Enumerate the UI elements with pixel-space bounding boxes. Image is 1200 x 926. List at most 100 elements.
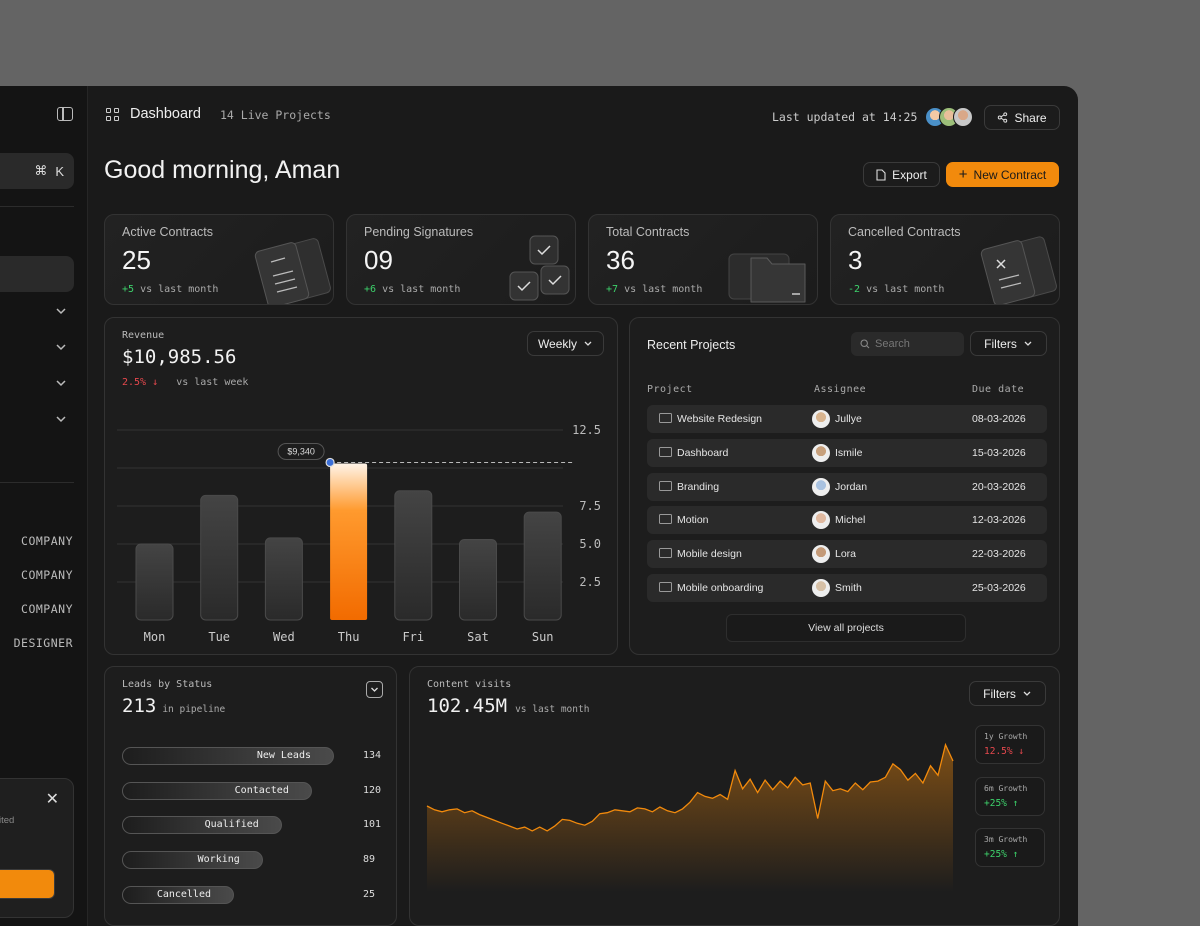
- stat-card-pending[interactable]: Pending Signatures 09 +6 vs last month: [346, 214, 576, 305]
- bar-sun: [523, 511, 562, 621]
- chevron-down-icon: [1023, 691, 1031, 696]
- table-row[interactable]: Branding Jordan 20-03-2026: [647, 472, 1047, 501]
- assignee-name: Lora: [835, 548, 857, 561]
- stat-card-active[interactable]: Active Contracts 25 +5 vs last month: [104, 214, 334, 305]
- divider: [0, 206, 74, 207]
- assignee-name: Jordan: [835, 480, 868, 493]
- chevron-down-icon: [371, 687, 378, 692]
- lead-status-bar: New Leads: [122, 747, 334, 765]
- sidebar: ⌘ K COMPANY COMPANY COMPANY DESIGNER ✕ i…: [0, 86, 88, 926]
- content-visits-total: 102.45M vs last month: [427, 695, 589, 717]
- chevron-down-icon: [1024, 341, 1032, 346]
- stat-change-suffix: vs last month: [624, 284, 703, 295]
- content-filters-button[interactable]: Filters: [969, 681, 1046, 706]
- folder-icon: [659, 582, 672, 592]
- new-contract-button[interactable]: + New Contract: [946, 162, 1059, 187]
- member-role: COMPANY: [21, 534, 73, 548]
- export-button[interactable]: Export: [863, 162, 940, 187]
- growth-label: 1y Growth: [984, 732, 1028, 741]
- popup-action-button[interactable]: [0, 869, 55, 899]
- lead-status-bar: Contacted: [122, 781, 312, 800]
- assignee-name: Smith: [835, 582, 862, 594]
- stat-change-value: +6: [364, 284, 377, 295]
- table-row[interactable]: Motion Michel 12-03-2026: [647, 506, 1047, 535]
- plus-icon: +: [958, 165, 968, 183]
- y-tick-label: 2.5: [579, 575, 601, 589]
- share-label: Share: [1014, 110, 1047, 125]
- tooltip-label: $9,340: [287, 446, 315, 456]
- leads-panel: Leads by Status 213 in pipeline New Leads…: [104, 666, 397, 926]
- content-visits-panel: Content visits 102.45M vs last month Filt…: [409, 666, 1060, 926]
- sidebar-toggle-icon[interactable]: [57, 107, 73, 121]
- filters-label: Filters: [983, 686, 1016, 701]
- live-projects-count: 14 Live Projects: [220, 108, 331, 122]
- column-header-due: Due date: [972, 384, 1025, 395]
- chevron-down-icon[interactable]: [55, 342, 66, 352]
- stat-value: 36: [606, 245, 635, 275]
- table-row[interactable]: Website Redesign Jullye 08-03-2026: [647, 405, 1047, 433]
- chevron-down-icon[interactable]: [55, 306, 66, 316]
- collaborator-avatars[interactable]: [925, 107, 973, 127]
- due-date: 12-03-2026: [972, 514, 1026, 527]
- growth-value: +25% ↑: [984, 849, 1019, 860]
- command-search[interactable]: ⌘ K: [0, 153, 74, 189]
- stat-card-total[interactable]: Total Contracts 36 +7 vs last month: [588, 214, 818, 305]
- bar-thu: [330, 463, 368, 620]
- divider: [0, 482, 74, 483]
- assignee-name: Ismile: [835, 446, 863, 459]
- period-select[interactable]: Weekly: [527, 331, 604, 356]
- tooltip-box: [277, 442, 325, 460]
- table-row[interactable]: Mobile onboarding Smith 25-03-2026: [647, 574, 1047, 602]
- x-tick-label: Sun: [532, 630, 554, 644]
- share-button[interactable]: Share: [984, 105, 1060, 130]
- greeting: Good morning, Aman: [104, 156, 341, 184]
- visits-area: [427, 744, 953, 892]
- export-label: Export: [892, 167, 927, 182]
- project-name: Branding: [677, 480, 720, 493]
- view-all-projects-button[interactable]: View all projects: [726, 614, 966, 642]
- leads-suffix: in pipeline: [162, 704, 226, 715]
- leads-dropdown[interactable]: [366, 681, 383, 698]
- growth-card-3m: 3m Growth +25% ↑: [975, 828, 1045, 867]
- bar-wed: [264, 537, 303, 621]
- chevron-down-icon[interactable]: [55, 414, 66, 424]
- x-tick-label: Wed: [273, 630, 295, 644]
- avatar: [812, 477, 830, 496]
- stat-change: +7 vs last month: [606, 284, 702, 295]
- filters-label: Filters: [984, 336, 1017, 351]
- stat-change-value: -2: [848, 284, 861, 295]
- revenue-change: 2.5% ↓ vs last week: [122, 377, 248, 388]
- folder-icon: [659, 514, 672, 525]
- stat-change-suffix: vs last month: [140, 284, 219, 295]
- table-row[interactable]: Dashboard Ismile 15-03-2026: [647, 438, 1047, 467]
- lead-status-bar: Working: [122, 851, 263, 870]
- avatar: [812, 579, 830, 597]
- project-name: Website Redesign: [677, 413, 763, 425]
- revenue-change-value: 2.5% ↓: [122, 377, 159, 388]
- x-tick-label: Mon: [144, 630, 166, 644]
- member-role: DESIGNER: [13, 636, 73, 650]
- cancelled-documents-icon: [980, 236, 1057, 304]
- avatar: [812, 443, 830, 462]
- project-name: Mobile design: [677, 548, 742, 561]
- leads-label: Leads by Status: [122, 679, 213, 690]
- bar-fri: [394, 490, 433, 621]
- avatar: [812, 511, 830, 530]
- content-visits-label: Content visits: [427, 679, 512, 690]
- chevron-down-icon[interactable]: [55, 378, 66, 388]
- filters-button[interactable]: Filters: [970, 331, 1047, 356]
- growth-label: 6m Growth: [984, 784, 1028, 793]
- search-input[interactable]: Search: [851, 332, 964, 356]
- sidebar-item-active[interactable]: [0, 256, 74, 292]
- growth-card-1y: 1y Growth 12.5% ↓: [975, 725, 1045, 764]
- documents-icon: [254, 238, 331, 304]
- close-icon[interactable]: ✕: [45, 791, 59, 808]
- avatar: [812, 545, 830, 564]
- stat-value: 25: [122, 245, 151, 275]
- x-tick-label: Thu: [338, 630, 360, 644]
- folder-icon: [728, 253, 806, 303]
- main-content: Dashboard 14 Live Projects Last updated …: [88, 86, 1078, 926]
- table-row[interactable]: Mobile design Lora 22-03-2026: [647, 540, 1047, 569]
- bar-mon: [135, 543, 174, 621]
- stat-card-cancelled[interactable]: Cancelled Contracts 3 -2 vs last month: [830, 214, 1060, 305]
